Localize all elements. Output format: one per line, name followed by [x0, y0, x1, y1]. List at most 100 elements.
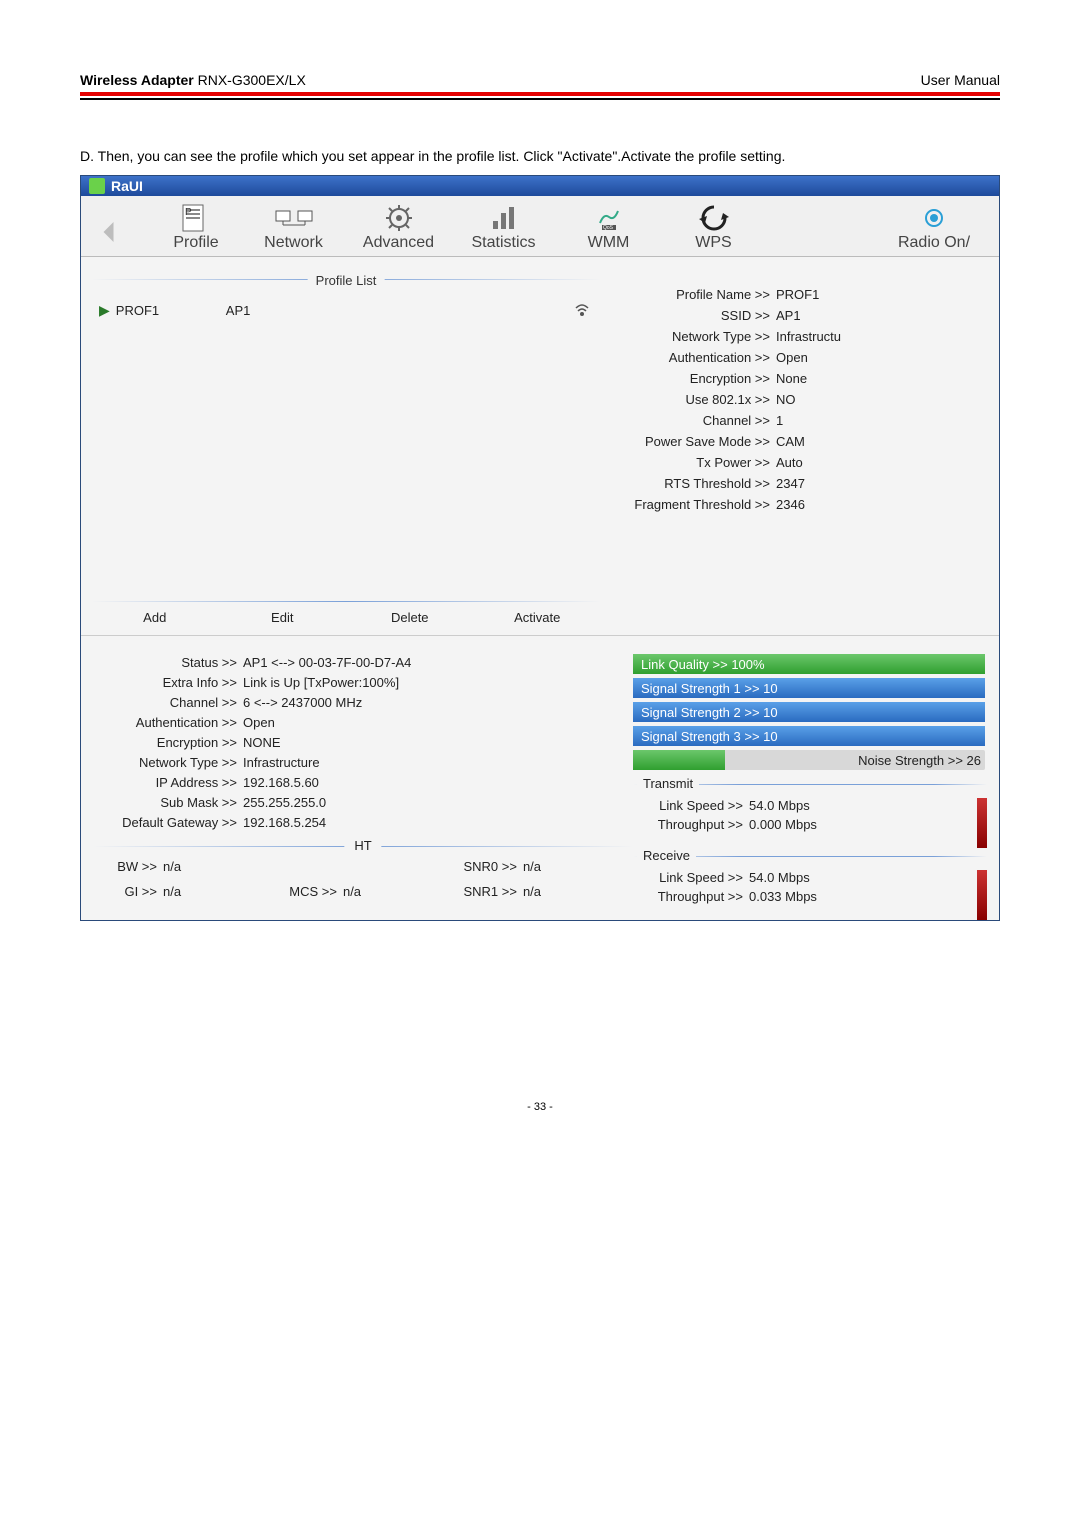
ht-label: SNR1 >> — [453, 884, 523, 899]
detail-value: 2346 — [776, 497, 989, 512]
tab-wps[interactable]: WPS — [661, 202, 766, 252]
ht-cell: MCS >>n/a — [273, 884, 453, 899]
status-label: Status >> — [93, 655, 243, 670]
ht-value: n/a — [523, 859, 541, 874]
detail-label: Tx Power >> — [621, 455, 776, 470]
detail-label: Profile Name >> — [621, 287, 776, 302]
tab-statistics[interactable]: Statistics — [451, 202, 556, 252]
status-row: Authentication >>Open — [93, 715, 633, 730]
ht-cell: SNR1 >>n/a — [453, 884, 633, 899]
detail-row: RTS Threshold >>2347 — [621, 476, 989, 491]
status-row: Channel >>6 <--> 2437000 MHz — [93, 695, 633, 710]
profile-details: Profile Name >>PROF1SSID >>AP1Network Ty… — [611, 257, 999, 635]
tx-linkspeed-label: Link Speed >> — [639, 798, 749, 813]
detail-row: Encryption >>None — [621, 371, 989, 386]
status-label: Encryption >> — [93, 735, 243, 750]
bar-label: Noise Strength >> 26 — [858, 750, 981, 770]
status-label: Default Gateway >> — [93, 815, 243, 830]
detail-value: Infrastructu — [776, 329, 989, 344]
status-value: 192.168.5.254 — [243, 815, 326, 830]
rx-throughput-label: Throughput >> — [639, 889, 749, 904]
detail-label: RTS Threshold >> — [621, 476, 776, 491]
tab-profile[interactable]: P Profile — [151, 202, 241, 252]
profile-list-group: Profile List ▶ PROF1 AP1 — [91, 265, 601, 627]
detail-row: Authentication >>Open — [621, 350, 989, 365]
tab-advanced[interactable]: Advanced — [346, 202, 451, 252]
transmit-group: Transmit Link Speed >> 54.0 Mbps Through… — [633, 782, 987, 842]
detail-row: Channel >>1 — [621, 413, 989, 428]
rx-bar-indicator — [977, 870, 987, 920]
app-icon — [89, 178, 105, 194]
detail-value: Auto — [776, 455, 989, 470]
detail-value: Open — [776, 350, 989, 365]
edit-button[interactable]: Edit — [227, 608, 337, 627]
ht-cell: SNR0 >>n/a — [453, 859, 633, 874]
delete-button[interactable]: Delete — [355, 608, 465, 627]
doc-title-bold: Wireless Adapter — [80, 72, 194, 88]
status-row: Default Gateway >>192.168.5.254 — [93, 815, 633, 830]
signal-bar: Link Quality >> 100% — [633, 654, 987, 674]
status-label: Authentication >> — [93, 715, 243, 730]
bar-label: Signal Strength 2 >> 10 — [633, 702, 985, 722]
status-label: IP Address >> — [93, 775, 243, 790]
tx-throughput-value: 0.000 Mbps — [749, 817, 817, 832]
status-row: Encryption >>NONE — [93, 735, 633, 750]
titlebar: RaUI — [81, 176, 999, 196]
titlebar-title: RaUI — [111, 178, 143, 194]
ht-label — [273, 859, 343, 874]
doc-header-left: Wireless Adapter RNX-G300EX/LX — [80, 72, 306, 88]
detail-value: 2347 — [776, 476, 989, 491]
tab-network[interactable]: Network — [241, 202, 346, 252]
detail-value: NO — [776, 392, 989, 407]
activate-button[interactable]: Activate — [482, 608, 592, 627]
add-button[interactable]: Add — [100, 608, 210, 627]
wps-icon — [694, 202, 734, 234]
ht-value: n/a — [343, 884, 361, 899]
radio-icon — [914, 202, 954, 234]
tab-profile-label: Profile — [173, 234, 218, 252]
detail-row: Fragment Threshold >>2346 — [621, 497, 989, 512]
detail-value: 1 — [776, 413, 989, 428]
tab-wps-label: WPS — [695, 234, 731, 252]
tab-network-label: Network — [264, 234, 323, 252]
tab-advanced-label: Advanced — [363, 234, 434, 252]
rx-linkspeed-label: Link Speed >> — [639, 870, 749, 885]
profile-list[interactable]: ▶ PROF1 AP1 — [91, 292, 601, 602]
tx-bar-indicator — [977, 798, 987, 848]
status-value: 255.255.255.0 — [243, 795, 326, 810]
ht-cell: GI >>n/a — [93, 884, 273, 899]
detail-value: CAM — [776, 434, 989, 449]
ht-title: HT — [344, 838, 381, 853]
ht-label: BW >> — [93, 859, 163, 874]
app-window: RaUI P Profile Network — [80, 175, 1000, 921]
bar-label: Signal Strength 1 >> 10 — [633, 678, 985, 698]
profile-row[interactable]: ▶ PROF1 AP1 — [99, 296, 593, 324]
profile-icon: P — [176, 202, 216, 234]
receive-group: Receive Link Speed >> 54.0 Mbps Throughp… — [633, 854, 987, 914]
detail-label: Power Save Mode >> — [621, 434, 776, 449]
tab-wmm[interactable]: QoS WMM — [556, 202, 661, 252]
transmit-title: Transmit — [637, 776, 699, 791]
signal-bar: Noise Strength >> 26 — [633, 750, 987, 770]
status-label: Extra Info >> — [93, 675, 243, 690]
doc-header: Wireless Adapter RNX-G300EX/LX User Manu… — [80, 72, 1000, 96]
status-row: Extra Info >>Link is Up [TxPower:100%] — [93, 675, 633, 690]
wmm-icon: QoS — [589, 202, 629, 234]
back-button[interactable] — [91, 212, 131, 252]
detail-value: AP1 — [776, 308, 989, 323]
signal-icon — [573, 300, 593, 320]
profile-list-title: Profile List — [308, 273, 385, 288]
status-row: Status >>AP1 <--> 00-03-7F-00-D7-A4 — [93, 655, 633, 670]
tx-linkspeed-value: 54.0 Mbps — [749, 798, 810, 813]
ht-cell: BW >>n/a — [93, 859, 273, 874]
signal-bar: Signal Strength 1 >> 10 — [633, 678, 987, 698]
status-value: Infrastructure — [243, 755, 320, 770]
detail-row: Network Type >>Infrastructu — [621, 329, 989, 344]
radio-toggle[interactable]: Radio On/ — [879, 202, 989, 252]
doc-header-right: User Manual — [921, 72, 1000, 88]
tx-throughput-label: Throughput >> — [639, 817, 749, 832]
bar-label: Signal Strength 3 >> 10 — [633, 726, 985, 746]
status-value: 192.168.5.60 — [243, 775, 319, 790]
toolbar: P Profile Network Advanced Sta — [81, 196, 999, 257]
svg-text:P: P — [185, 207, 192, 218]
